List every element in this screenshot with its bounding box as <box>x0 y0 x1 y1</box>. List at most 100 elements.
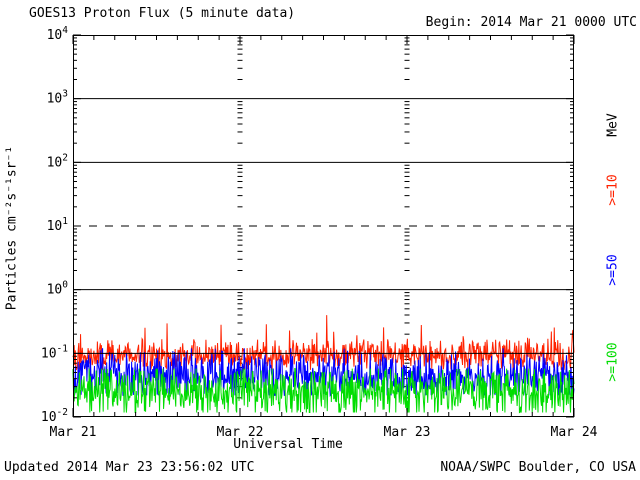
day-gridline-dash <box>237 235 243 237</box>
day-gridline-dash <box>237 258 243 260</box>
day-gridline-dash <box>404 44 410 46</box>
day-gridline-dash <box>237 53 243 55</box>
y-tick-label-1e4: 104 <box>47 25 69 43</box>
day-gridline-dash <box>237 101 243 103</box>
day-gridline-dash <box>404 175 410 177</box>
day-gridline-dash <box>404 258 410 260</box>
day-gridline-dash <box>404 250 410 252</box>
day-gridline-dash <box>404 142 410 144</box>
day-gridline-dash <box>237 131 243 133</box>
day-gridline-dash <box>237 108 243 110</box>
day-gridline-dash <box>237 112 243 114</box>
flux-series--100-mev <box>72 368 575 414</box>
day-gridline-dash <box>237 67 243 69</box>
day-gridline-dash <box>237 362 243 364</box>
day-gridline-dash <box>404 164 410 166</box>
day-gridline-dash <box>237 180 243 182</box>
day-gridline-dash <box>237 48 243 50</box>
day-gridline-dash <box>404 101 410 103</box>
x-tick-label-mar-23: Mar 23 <box>383 425 431 440</box>
day-gridline-dash <box>237 314 243 316</box>
day-gridline-dash <box>237 355 243 357</box>
day-gridline-dash <box>237 244 243 246</box>
day-gridline-dash <box>404 270 410 272</box>
day-gridline-dash <box>404 231 410 233</box>
day-gridline-dash <box>404 206 410 208</box>
day-gridline-dash <box>404 359 410 361</box>
day-gridline-dash <box>404 112 410 114</box>
x-axis-title: Universal Time <box>233 437 343 452</box>
day-gridline-dash <box>404 67 410 69</box>
day-gridline-dash <box>237 142 243 144</box>
day-gridline-dash <box>404 371 410 373</box>
day-gridline-dash <box>404 131 410 133</box>
day-gridline-dash <box>404 117 410 119</box>
day-gridline-dash <box>404 195 410 197</box>
day-gridline-dash <box>404 333 410 335</box>
day-gridline-dash <box>404 104 410 106</box>
day-gridline-dash <box>404 322 410 324</box>
day-gridline-dash <box>237 175 243 177</box>
day-gridline-dash <box>237 206 243 208</box>
day-gridline-dash <box>404 235 410 237</box>
day-gridline-dash <box>237 187 243 189</box>
y-tick-label-1e0: 100 <box>47 280 69 298</box>
chart-title: GOES13 Proton Flux (5 minute data) <box>29 6 296 21</box>
day-gridline-dash <box>237 195 243 197</box>
day-gridline-dash <box>237 44 243 46</box>
y-tick-label-1e2: 102 <box>47 152 68 170</box>
day-gridline-dash <box>404 292 410 294</box>
day-gridline-dash <box>404 59 410 61</box>
day-gridline-dash <box>237 397 243 399</box>
day-gridline-dash <box>237 366 243 368</box>
day-gridline-dash <box>404 48 410 50</box>
begin-timestamp-label: Begin: 2014 Mar 21 0000 UTC <box>425 15 637 30</box>
day-gridline-dash <box>237 295 243 297</box>
y-tick-label-1e-2: 10-2 <box>41 407 68 425</box>
day-gridline-dash <box>237 79 243 81</box>
day-gridline-dash <box>404 366 410 368</box>
day-gridline-dash <box>404 180 410 182</box>
day-gridline-dash <box>237 299 243 301</box>
flux-series--10-mev <box>72 315 575 371</box>
day-gridline-dash <box>237 322 243 324</box>
updated-timestamp-label: Updated 2014 Mar 23 23:56:02 UTC <box>4 460 255 475</box>
day-gridline-dash <box>404 299 410 301</box>
x-tick-label-mar-24: Mar 24 <box>550 425 598 440</box>
y-tick-label-1e1: 101 <box>47 216 69 234</box>
day-gridline-dash <box>404 123 410 125</box>
day-gridline-dash <box>237 308 243 310</box>
y-tick-label-1e-1: 10-1 <box>41 343 68 361</box>
day-gridline-dash <box>404 355 410 357</box>
day-gridline-dash <box>404 295 410 297</box>
day-gridline-dash <box>237 104 243 106</box>
source-attribution-label: NOAA/SWPC Boulder, CO USA <box>440 460 636 475</box>
day-gridline-dash <box>237 228 243 230</box>
day-gridline-dash <box>237 117 243 119</box>
y-tick-label-1e3: 103 <box>47 89 68 107</box>
day-gridline-dash <box>237 231 243 233</box>
day-gridline-dash <box>404 308 410 310</box>
day-gridline-dash <box>237 123 243 125</box>
x-tick-label-mar-21: Mar 21 <box>49 425 97 440</box>
x-tick-label-mar-22: Mar 22 <box>216 425 264 440</box>
day-gridline-dash <box>237 303 243 305</box>
day-gridline-dash <box>237 164 243 166</box>
day-gridline-dash <box>237 333 243 335</box>
day-gridline-dash <box>404 314 410 316</box>
day-gridline-dash <box>404 244 410 246</box>
day-gridline-dash <box>237 292 243 294</box>
day-gridline-dash <box>404 362 410 364</box>
day-gridline-dash <box>404 168 410 170</box>
day-gridline-dash <box>404 53 410 55</box>
day-gridline-dash <box>404 108 410 110</box>
day-gridline-dash <box>404 171 410 173</box>
day-gridline-dash <box>404 303 410 305</box>
day-gridline-dash <box>404 79 410 81</box>
day-gridline-dash <box>404 187 410 189</box>
day-gridline-dash <box>404 228 410 230</box>
day-gridline-dash <box>404 239 410 241</box>
day-gridline-dash <box>237 239 243 241</box>
